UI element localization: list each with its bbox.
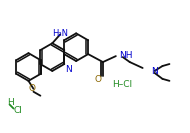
Text: N: N xyxy=(152,67,158,76)
Text: H: H xyxy=(7,98,13,107)
Text: O: O xyxy=(29,84,36,93)
Text: H–Cl: H–Cl xyxy=(112,80,132,89)
Text: N: N xyxy=(65,65,72,74)
Text: O: O xyxy=(94,75,101,84)
Text: NH: NH xyxy=(119,51,132,60)
Text: Cl: Cl xyxy=(14,106,22,115)
Text: H₂N: H₂N xyxy=(52,29,68,38)
